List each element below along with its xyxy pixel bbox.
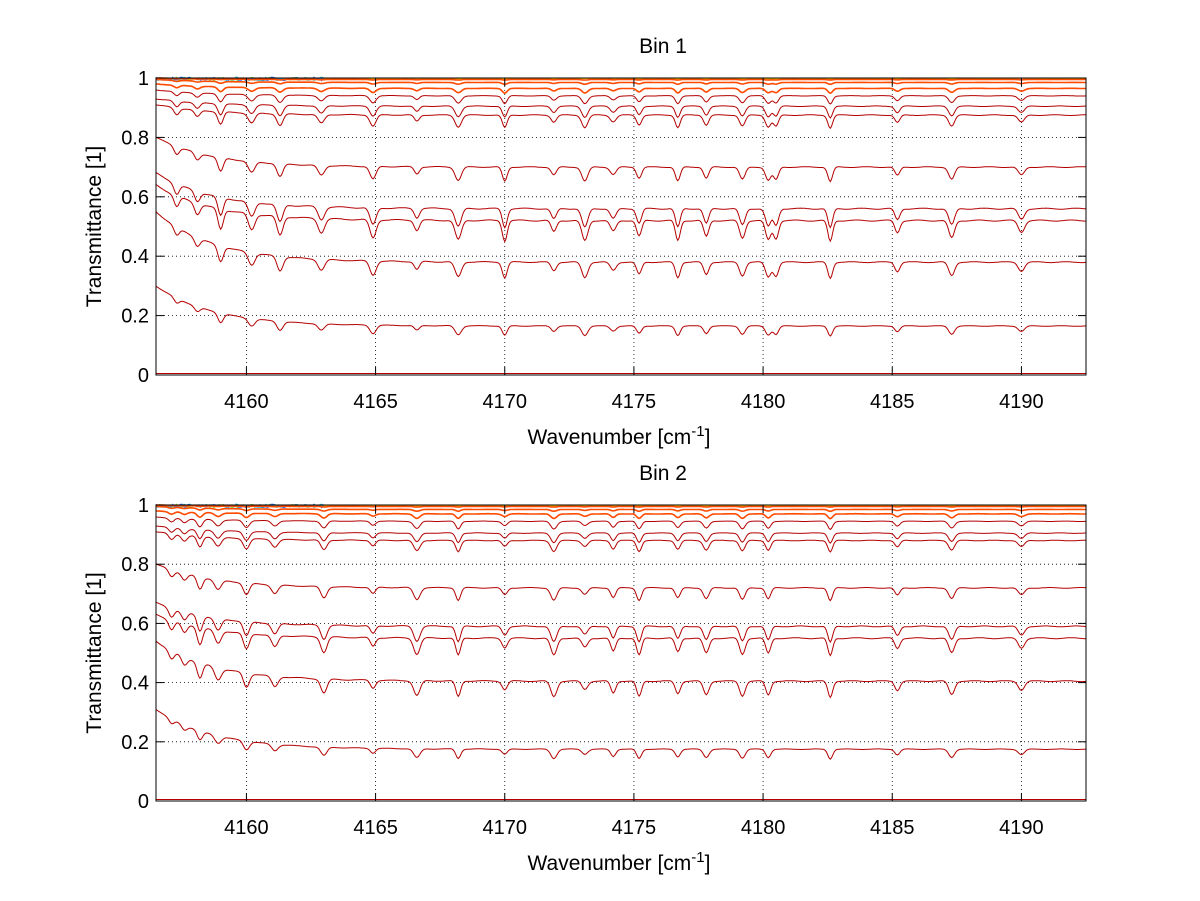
series-line: [155, 563, 1087, 602]
x-tick-label: 4170: [483, 817, 528, 839]
x-tick-label: 4165: [353, 391, 398, 413]
series-line: [155, 709, 1087, 760]
y-tick-label: 0.8: [121, 554, 149, 576]
axes-frame: [155, 504, 1087, 802]
series-line: [155, 184, 1086, 243]
series-line: [155, 98, 1087, 119]
tick-marks: [156, 77, 1086, 376]
x-tick-label: 4165: [353, 817, 398, 839]
y-tick-label: 0.4: [121, 246, 149, 268]
y-tick-label: 0.2: [121, 732, 149, 754]
y-axis-label: Transmittance [1]: [83, 572, 106, 733]
y-tick-label: 0.4: [121, 673, 149, 695]
x-tick-label: 4180: [741, 391, 786, 413]
y-tick-label: 1: [138, 495, 149, 517]
tick-marks: [156, 504, 1086, 802]
series-line: [155, 83, 1086, 95]
x-tick-label: 4160: [224, 817, 269, 839]
chart-panel-bin-2: Bin 2 Transmittance [1] Wavenumber [cm-1…: [83, 462, 1087, 875]
y-tick-label: 1: [138, 68, 149, 90]
x-tick-label: 4190: [999, 391, 1044, 413]
series-line: [155, 516, 1086, 531]
series-line: [155, 89, 1087, 105]
x-tick-label: 4175: [612, 391, 657, 413]
chart-title: Bin 1: [639, 35, 687, 58]
x-axis-label: Wavenumber [cm-1]: [528, 423, 711, 449]
series-line: [156, 77, 1086, 81]
series-line: [155, 78, 1086, 86]
chart-title: Bin 2: [639, 462, 687, 485]
y-tick-label: 0: [138, 365, 149, 387]
series-line: [155, 211, 1087, 280]
series-line: [155, 601, 1087, 643]
grid-lines: [156, 78, 1086, 375]
plot-lines: [155, 76, 1087, 374]
y-axis-label: Transmittance [1]: [83, 146, 106, 307]
series-line: [155, 285, 1087, 337]
series-line: [155, 172, 1087, 229]
plot-lines: [155, 503, 1087, 800]
y-tick-label: 0.6: [121, 187, 149, 209]
y-tick-label: 0.6: [121, 613, 149, 635]
x-axis-label: Wavenumber [cm-1]: [528, 849, 711, 875]
x-tick-label: 4185: [870, 391, 915, 413]
series-line: [155, 505, 1086, 513]
y-tick-label: 0.2: [121, 306, 149, 328]
x-tick-label: 4180: [741, 817, 786, 839]
x-tick-label: 4160: [224, 391, 269, 413]
x-tick-label: 4175: [612, 817, 657, 839]
axes-frame: [155, 77, 1087, 376]
y-tick-label: 0.8: [121, 127, 149, 149]
series-line: [155, 531, 1086, 553]
series-line: [155, 136, 1087, 183]
series-line: [155, 613, 1086, 657]
series-line: [155, 104, 1086, 130]
grid-lines: [156, 505, 1086, 801]
x-tick-label: 4185: [870, 817, 915, 839]
series-line: [155, 640, 1087, 699]
chart-panel-bin-1: Bin 1 Transmittance [1] Wavenumber [cm-1…: [83, 35, 1087, 449]
y-tick-label: 0: [138, 791, 149, 813]
series-line: [155, 525, 1086, 544]
series-line: [156, 504, 1086, 508]
series-line: [155, 510, 1086, 520]
x-tick-label: 4190: [999, 817, 1044, 839]
x-tick-label: 4170: [483, 391, 528, 413]
